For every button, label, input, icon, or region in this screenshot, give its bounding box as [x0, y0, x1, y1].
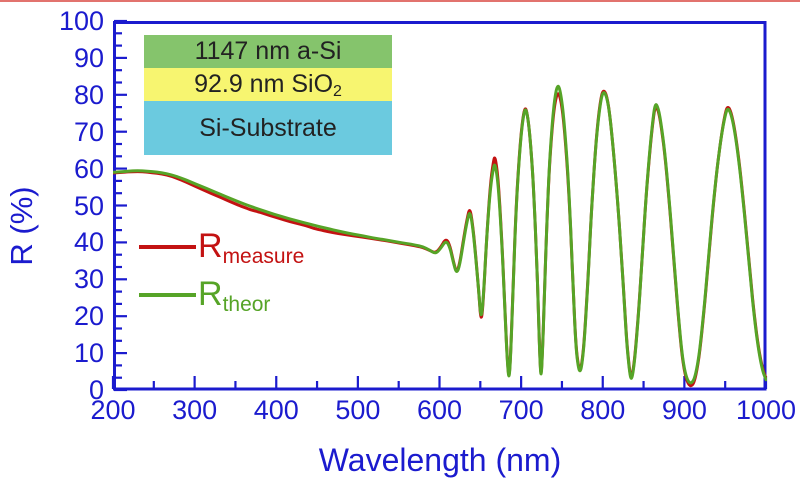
legend-sublabel-measure: measure: [222, 245, 305, 268]
legend-label-measure: R: [198, 227, 223, 265]
inset-layer-substrate-label: Si-Substrate: [199, 113, 337, 142]
inset-layer-sio2: 92.9 nm SiO 2: [144, 68, 392, 101]
inset-layer-sio2-sub: 2: [333, 82, 342, 100]
axis-ticks: [111, 19, 768, 392]
legend-line-measure: [139, 245, 196, 249]
inset-layer-substrate: Si-Substrate: [144, 101, 392, 155]
legend-entry-measure: R measure: [139, 228, 304, 269]
legend-label-theor: R: [198, 275, 223, 313]
layer-stack-inset: 1147 nm a-Si 92.9 nm SiO 2 Si-Substrate: [144, 35, 392, 155]
top-border-line: [0, 0, 800, 2]
legend-entry-theor: R theor: [139, 276, 270, 317]
legend-line-theor: [139, 293, 196, 297]
inset-layer-a-si-label: 1147 nm a-Si: [194, 37, 342, 65]
inset-layer-sio2-label: 92.9 nm SiO: [194, 70, 334, 98]
r-theor-curve: [113, 84, 767, 385]
legend-sublabel-theor: theor: [222, 293, 271, 316]
data-curves: [113, 84, 767, 388]
inset-layer-a-si: 1147 nm a-Si: [144, 35, 392, 68]
